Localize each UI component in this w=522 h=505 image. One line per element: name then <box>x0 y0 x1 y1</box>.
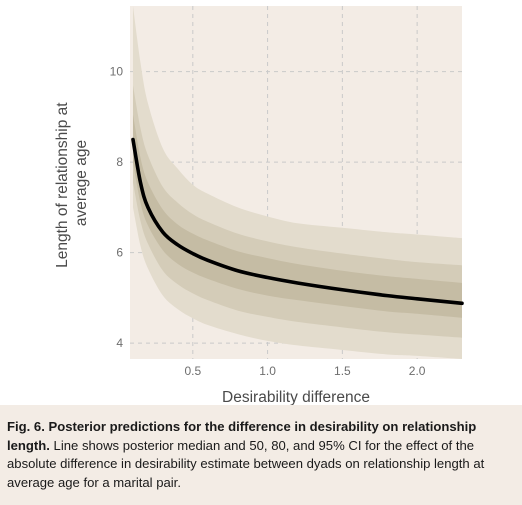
y-tick-label: 6 <box>116 246 123 260</box>
median-line <box>131 137 464 306</box>
caption-body: Line shows posterior median and 50, 80, … <box>7 437 485 490</box>
y-tick-label: 8 <box>116 155 123 169</box>
x-tick-label: 1.5 <box>334 364 351 378</box>
y-axis-title-line-2: average age <box>73 140 90 226</box>
y-axis-title-line-1: Length of relationship at <box>54 102 71 268</box>
x-tick-label: 2.0 <box>409 364 426 378</box>
chart: 0.5 1.0 1.5 2.0 4 6 8 10 Desirability differenc… <box>54 6 464 406</box>
y-tick-label: 10 <box>110 65 124 79</box>
x-axis-title: Desirability difference <box>222 389 370 406</box>
tick-labels: 0.5 1.0 1.5 2.0 4 6 8 10 <box>110 65 426 378</box>
median-line-layer <box>131 137 464 306</box>
grid <box>130 6 462 359</box>
caption-title: Fig. 6. Posterior predictions for the di… <box>7 419 477 453</box>
figure-caption: Fig. 6. Posterior predictions for the di… <box>0 405 522 505</box>
y-axis-title: Length of relationship at average age <box>54 98 90 268</box>
credible-interval-bands <box>132 6 463 359</box>
ci-band-50 <box>132 114 463 318</box>
y-tick-label: 4 <box>116 336 123 350</box>
x-tick-label: 0.5 <box>184 364 201 378</box>
x-tick-label: 1.0 <box>259 364 276 378</box>
